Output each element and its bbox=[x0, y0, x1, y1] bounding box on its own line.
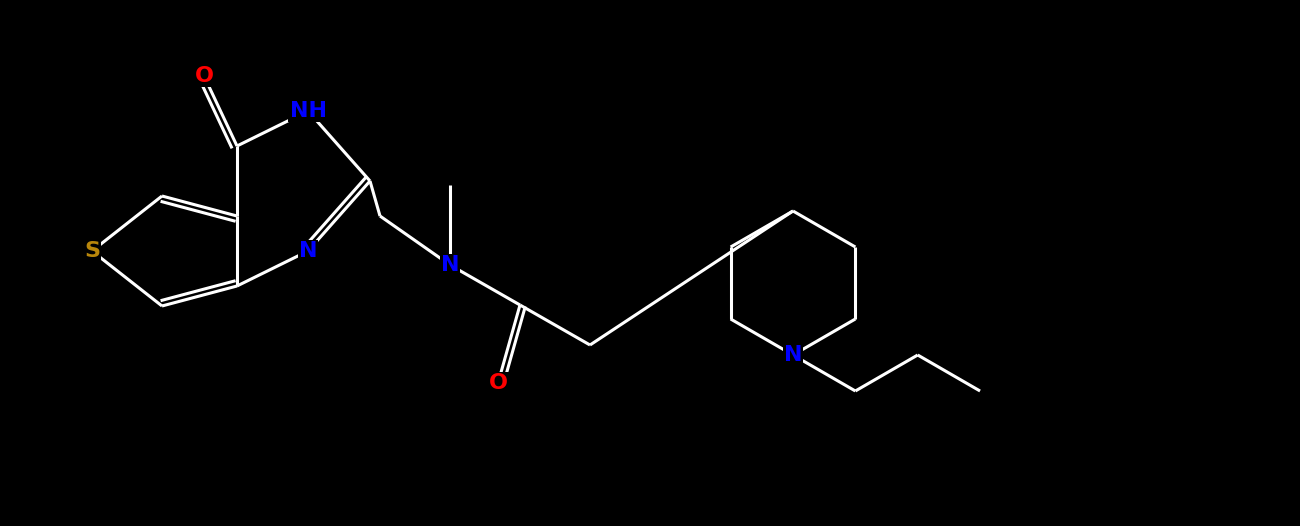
Text: O: O bbox=[195, 66, 213, 86]
Text: N: N bbox=[299, 241, 317, 261]
Text: S: S bbox=[84, 241, 100, 261]
Text: N: N bbox=[784, 345, 802, 365]
Text: O: O bbox=[489, 373, 507, 393]
Text: NH: NH bbox=[290, 101, 326, 121]
Text: N: N bbox=[441, 255, 459, 275]
